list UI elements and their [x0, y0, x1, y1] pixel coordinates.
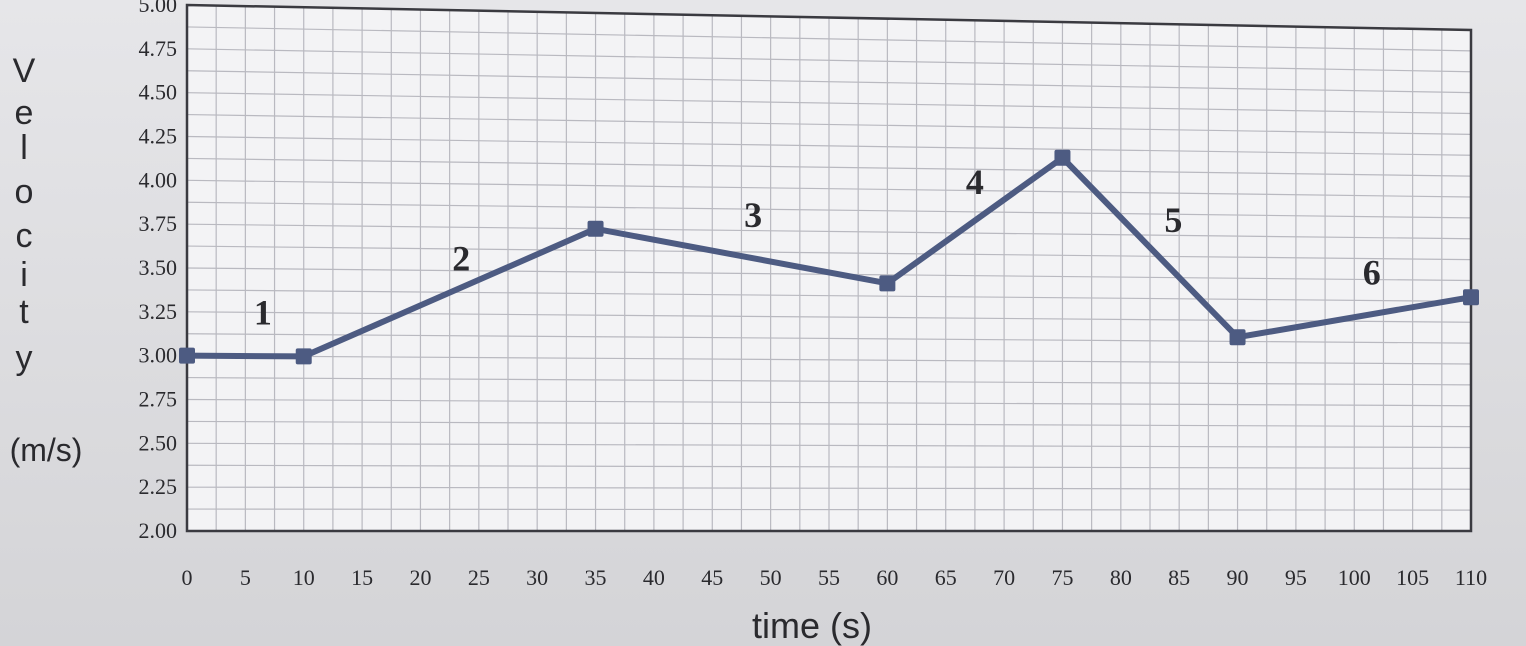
x-tick-label: 55 [818, 565, 840, 590]
segment-label: 3 [744, 195, 762, 235]
segment-label: 6 [1363, 253, 1381, 293]
data-point [179, 347, 195, 364]
x-tick-label: 110 [1455, 565, 1487, 590]
grid-line-horizontal [186, 135, 1472, 156]
x-tick-label: 60 [876, 565, 898, 590]
y-tick-label: 2.75 [139, 387, 178, 412]
x-tick-label: 75 [1051, 565, 1073, 590]
y-tick-label: 4.50 [139, 80, 178, 105]
data-point [879, 275, 896, 292]
segment-label: 5 [1164, 200, 1182, 240]
x-tick-label: 25 [468, 565, 490, 590]
y-tick-label: 2.50 [139, 430, 178, 455]
grid-line-horizontal [186, 486, 1472, 490]
grid-line-horizontal [186, 179, 1472, 198]
y-tick-label: 4.75 [139, 36, 178, 61]
y-tick-label: 4.25 [139, 124, 178, 149]
y-axis-title-letter: e [15, 94, 34, 132]
x-axis-ticks: 0 5 10 15 20 25 30 35 40 45 50 55 60 65 70 75 80 85 90 95 10… [182, 565, 1488, 590]
y-tick-label: 2.00 [139, 518, 178, 543]
x-tick-label: 45 [701, 565, 723, 590]
velocity-series [179, 149, 1479, 365]
y-tick-label: 4.00 [139, 167, 178, 192]
grid-line-horizontal [186, 376, 1472, 386]
grid-line-horizontal [186, 420, 1472, 428]
x-tick-label: 80 [1110, 565, 1132, 590]
y-axis-title-letter: l [20, 129, 28, 167]
grid-line-horizontal [186, 508, 1472, 511]
segment-label: 4 [966, 162, 984, 202]
grid-line-horizontal [186, 92, 1472, 115]
y-tick-label: 3.00 [139, 343, 178, 368]
x-tick-label: 95 [1285, 565, 1307, 590]
grid-line-horizontal [186, 113, 1472, 135]
y-axis-title-letter: t [19, 293, 29, 331]
x-tick-label: 70 [993, 565, 1015, 590]
y-tick-label: 5.00 [139, 0, 178, 17]
x-tick-label: 105 [1396, 565, 1429, 590]
grid-line-horizontal [186, 398, 1472, 407]
x-tick-label: 15 [351, 565, 373, 590]
y-axis-title-letter: o [15, 173, 34, 211]
x-tick-label: 40 [643, 565, 665, 590]
y-axis-title-letter: V [13, 52, 36, 90]
grid-line-horizontal [186, 70, 1472, 94]
segment-label: 2 [452, 239, 470, 279]
grid-line-horizontal [186, 289, 1472, 302]
x-tick-label: 100 [1338, 565, 1371, 590]
x-tick-label: 10 [293, 565, 315, 590]
y-tick-label: 3.75 [139, 211, 178, 236]
data-point [1054, 149, 1071, 166]
grid-line-horizontal [186, 333, 1472, 344]
data-point [587, 220, 604, 237]
x-tick-label: 65 [935, 565, 957, 590]
x-tick-label: 50 [760, 565, 782, 590]
x-axis-title: time (s) [752, 605, 872, 646]
segment-label: 1 [254, 293, 272, 333]
y-tick-label: 3.50 [139, 255, 178, 280]
x-tick-label: 30 [526, 565, 548, 590]
x-tick-label: 90 [1227, 565, 1249, 590]
x-tick-label: 5 [240, 565, 251, 590]
segment-labels: 1 2 3 4 5 6 [254, 162, 1381, 333]
y-axis-unit: (m/s) [10, 432, 83, 468]
grid-line-horizontal [186, 245, 1472, 261]
y-axis-title-letter: i [20, 256, 28, 294]
y-axis-title-letter: c [16, 217, 33, 255]
grid-line-horizontal [186, 223, 1472, 240]
grid-line-horizontal [186, 48, 1472, 73]
grid-line-horizontal [186, 442, 1472, 449]
y-axis-title-letter: y [16, 339, 33, 377]
grid-line-horizontal [186, 201, 1472, 219]
data-point [1463, 289, 1479, 306]
x-tick-label: 20 [409, 565, 431, 590]
x-tick-label: 35 [585, 565, 607, 590]
grid-line-horizontal [186, 157, 1472, 177]
grid-line-horizontal [186, 26, 1472, 52]
data-point [1229, 329, 1246, 346]
x-tick-label: 85 [1168, 565, 1190, 590]
data-point [295, 348, 312, 365]
y-tick-label: 3.25 [139, 299, 178, 324]
y-tick-label: 2.25 [139, 474, 178, 499]
x-tick-label: 0 [182, 565, 193, 590]
y-axis-ticks: 2.00 2.25 2.50 2.75 3.00 3.25 3.50 3.75 4.00 4.25… [139, 0, 178, 543]
grid-line-horizontal [186, 355, 1472, 365]
grid-line-horizontal [186, 464, 1472, 469]
